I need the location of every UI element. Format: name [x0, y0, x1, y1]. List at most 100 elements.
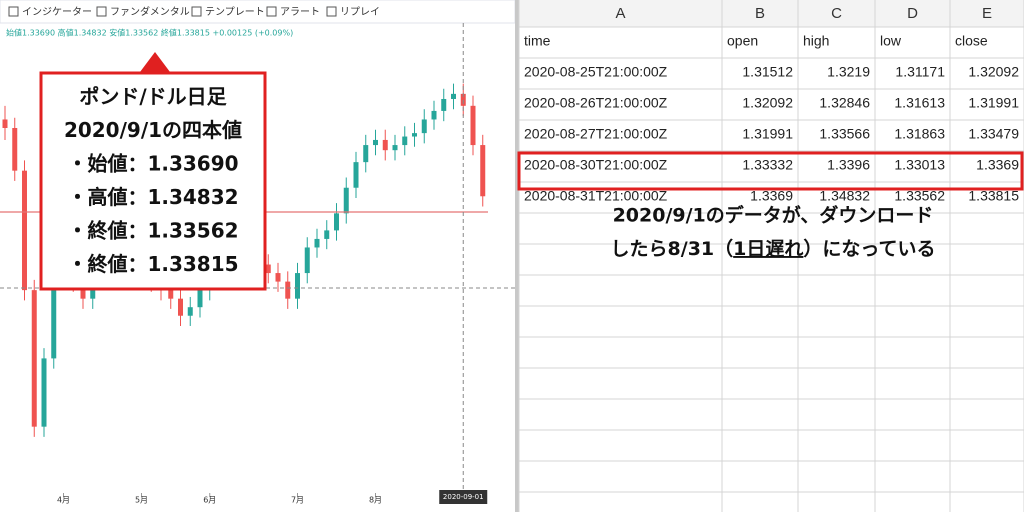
cell: 1.33815	[968, 188, 1019, 204]
cell: 2020-08-27T21:00:00Z	[524, 126, 668, 142]
candle-body	[51, 273, 57, 359]
cell: 1.34832	[819, 188, 870, 204]
note-line: 2020/9/1のデータが、ダウンロード	[613, 204, 934, 227]
toolbar-icon	[96, 6, 107, 17]
candle-body	[178, 298, 183, 316]
candle-body	[353, 162, 359, 188]
toolbar-button[interactable]: アラート	[280, 6, 320, 18]
candle-body	[460, 93, 466, 106]
cell: high	[803, 33, 829, 49]
toolbar-icon	[8, 6, 19, 17]
column-header: A	[615, 5, 625, 22]
cell: 1.32092	[742, 95, 793, 111]
x-tick-label: 8月	[369, 496, 382, 505]
candle-body	[412, 133, 417, 137]
cell: 2020-08-26T21:00:00Z	[524, 95, 668, 111]
cell: 1.3219	[827, 64, 870, 80]
candle-body	[31, 290, 37, 427]
cell: 1.31171	[895, 64, 945, 80]
toolbar-button[interactable]: インジケーター	[22, 6, 92, 18]
candle-body	[2, 119, 8, 128]
candle-body	[334, 213, 339, 231]
candle-body	[431, 110, 437, 120]
note-line: したら8/31（1日遅れ）になっている	[611, 237, 936, 260]
cursor-label: 2020-09-01	[443, 493, 484, 501]
callout-line: ・始値：1.33690	[67, 152, 238, 176]
toolbar-icon	[326, 6, 337, 17]
column-header: C	[831, 5, 842, 22]
candle-body	[295, 273, 300, 299]
x-tick-label: 6月	[203, 496, 216, 505]
cell: low	[880, 33, 902, 49]
cell: 1.31863	[894, 126, 945, 142]
cell: 1.33479	[968, 126, 1019, 142]
candle-body	[363, 145, 369, 163]
toolbar-button[interactable]: リプレイ	[340, 6, 380, 18]
cell: 2020-08-31T21:00:00Z	[524, 188, 668, 204]
candle-body	[41, 358, 47, 427]
cell: close	[955, 33, 988, 49]
cell: 1.31991	[968, 95, 1019, 111]
divider	[515, 0, 519, 512]
cell: 2020-08-25T21:00:00Z	[524, 64, 668, 80]
candle-body	[373, 139, 378, 146]
x-tick-label: 7月	[291, 496, 304, 505]
sheet-grid	[518, 0, 1024, 512]
cell: 1.3369	[976, 157, 1019, 173]
note-underlined: 1日遅れ	[733, 238, 803, 260]
callout-line: ・終値：1.33815	[67, 252, 238, 276]
column-header-bar	[519, 0, 1024, 27]
candle-body	[168, 290, 174, 299]
candle-body	[265, 264, 271, 274]
ohlc-legend: 始値1.33690 高値1.34832 安値1.33562 終値1.33815 …	[6, 28, 293, 38]
cell: 1.3396	[827, 157, 870, 173]
callout-line: ・高値：1.34832	[67, 185, 238, 209]
x-tick-label: 5月	[135, 496, 148, 505]
callout-pointer	[140, 52, 170, 72]
cell: 1.33562	[894, 188, 945, 204]
cell: 1.33013	[894, 157, 945, 173]
toolbar-button[interactable]: テンプレート	[205, 6, 265, 18]
cell: open	[727, 33, 758, 49]
candle-body	[392, 145, 398, 151]
candle-body	[304, 247, 310, 274]
cell: 1.31512	[742, 64, 793, 80]
candle-body	[187, 307, 193, 316]
cell: 1.32846	[819, 95, 870, 111]
candle-body	[402, 136, 408, 146]
candle-body	[451, 93, 456, 99]
column-header: B	[755, 5, 765, 22]
cell: 1.31991	[742, 126, 793, 142]
candle-body	[480, 145, 486, 197]
cell: time	[524, 33, 551, 49]
candle-body	[421, 119, 427, 134]
candle-body	[285, 281, 291, 299]
cell: 1.33332	[742, 157, 793, 173]
note-text: したら8/31（	[611, 237, 734, 260]
cell: 1.32092	[968, 64, 1019, 80]
candle-body	[22, 170, 27, 291]
note-text: ）になっている	[803, 237, 935, 260]
toolbar-button[interactable]: ファンダメンタル	[110, 5, 190, 18]
candle-body	[324, 230, 330, 239]
highlight-row	[517, 151, 1024, 191]
toolbar-icon	[266, 6, 277, 17]
callout-line: 2020/9/1の四本値	[64, 118, 242, 142]
callout-line: ポンド/ドル日足	[79, 85, 227, 109]
cell: 1.3369	[750, 188, 793, 204]
toolbar-icon	[191, 6, 202, 17]
candle-body	[275, 273, 281, 282]
candle-body	[12, 128, 18, 171]
x-tick-label: 4月	[57, 496, 70, 505]
candle-body	[470, 105, 476, 146]
column-header: D	[907, 5, 918, 22]
cell: 2020-08-30T21:00:00Z	[524, 157, 668, 173]
candle-body	[441, 98, 447, 111]
cell: 1.33566	[819, 126, 870, 142]
cursor-label-bg	[439, 490, 488, 504]
callout-line: ・終値：1.33562	[67, 219, 238, 243]
cell: 1.31613	[894, 95, 945, 111]
candle-body	[314, 238, 320, 248]
